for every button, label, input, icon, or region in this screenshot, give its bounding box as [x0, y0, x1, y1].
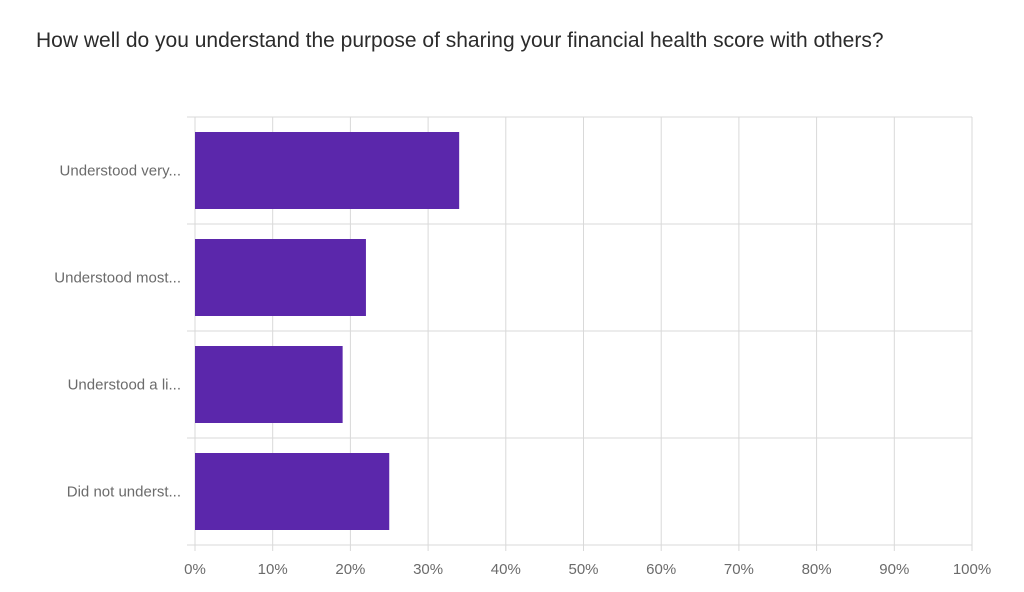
category-label: Understood very...	[60, 163, 181, 180]
x-tick-label: 10%	[258, 561, 288, 578]
bar	[195, 239, 366, 316]
category-label: Understood most...	[54, 270, 181, 287]
x-tick-label: 70%	[724, 561, 754, 578]
x-tick-label: 80%	[802, 561, 832, 578]
x-tick-label: 50%	[568, 561, 598, 578]
x-tick-label: 100%	[953, 561, 991, 578]
x-tick-label: 40%	[491, 561, 521, 578]
bar	[195, 346, 343, 423]
x-tick-label: 90%	[879, 561, 909, 578]
x-tick-label: 60%	[646, 561, 676, 578]
grid-lines	[187, 116, 973, 551]
x-tick-label: 20%	[335, 561, 365, 578]
category-labels: Understood very... Understood most... Unde…	[54, 163, 181, 501]
bar	[195, 132, 460, 209]
x-tick-label: 30%	[413, 561, 443, 578]
category-label: Did not underst...	[67, 484, 181, 501]
chart-title: How well do you understand the purpose o…	[36, 29, 884, 52]
x-axis-ticks: 0% 10% 20% 30% 40% 50% 60% 70% 80% 90% 100%	[184, 561, 991, 578]
bars	[195, 132, 460, 530]
bar	[195, 453, 390, 530]
category-label: Understood a li...	[68, 377, 181, 394]
x-tick-label: 0%	[184, 561, 206, 578]
